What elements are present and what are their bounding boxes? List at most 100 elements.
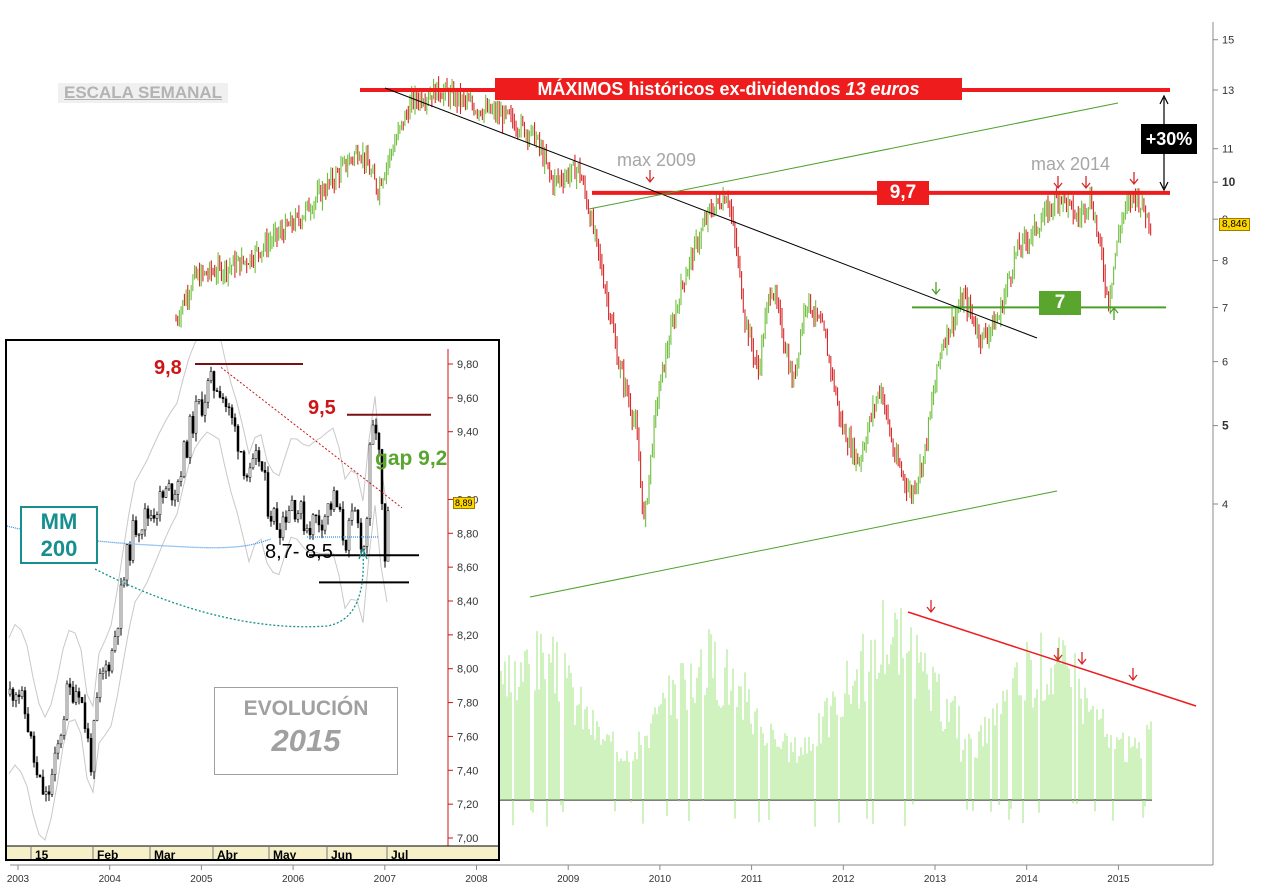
inset-tick-label: 7,00: [457, 833, 478, 845]
inset-candle-body: [179, 476, 183, 482]
inset-candle-body: [203, 401, 207, 416]
inset-tick-label: 7,40: [457, 765, 478, 777]
inset-candle-body: [170, 483, 174, 501]
red-arrow-icon: [926, 600, 936, 614]
price-tick-label: 5: [1222, 419, 1229, 433]
inset-candle-body: [278, 529, 282, 538]
inset-candle-body: [128, 544, 132, 561]
bollinger-band: [8, 341, 388, 841]
inset-candle-body: [35, 762, 39, 776]
scale-label: ESCALA SEMANAL: [58, 83, 229, 103]
evolution-year: 2015: [271, 723, 341, 758]
inset-candle-body: [314, 514, 318, 517]
inset-tick-label: 9,40: [457, 427, 478, 439]
inset-candle-body: [152, 515, 156, 519]
downtrend-line: [384, 87, 1038, 339]
mm200-line2: 200: [40, 536, 78, 561]
inset-candle-body: [329, 503, 333, 510]
evolution-title: EVOLUCIÓN: [243, 697, 369, 720]
inset-candle-body: [305, 528, 309, 532]
red-arrow-icon: [1053, 176, 1063, 190]
inset-candle-body: [137, 534, 141, 536]
inset-candle-body: [62, 718, 66, 736]
inset-candle-body: [113, 636, 117, 651]
inset-candle-body: [92, 720, 96, 773]
inset-time-axis-bg: [7, 846, 498, 859]
inset-candle-body: [194, 400, 198, 434]
year-tick-label: 2006: [282, 874, 305, 885]
inset-candle-body: [383, 503, 387, 562]
max-historic-banner: MÁXIMOS históricos ex-dividendos 13 euro…: [495, 78, 962, 100]
inset-candle-body: [296, 513, 300, 520]
price-tick-label: 6: [1222, 357, 1228, 369]
resistance-label: 9,7: [877, 181, 929, 205]
inset-candle-body: [167, 483, 171, 490]
weekly-price-candles: [175, 76, 1152, 528]
inset-candle-body: [380, 449, 384, 504]
inset-candle-body: [317, 515, 321, 526]
inset-candle-body: [242, 451, 246, 476]
inset-month-label: Jul: [391, 848, 408, 861]
inset-candle-body: [50, 774, 54, 795]
inset-candle-body: [182, 441, 186, 478]
inset-candle-body: [188, 415, 192, 458]
inset-candle-body: [83, 702, 87, 729]
inset-candle-body: [116, 628, 120, 637]
inset-candle-body: [287, 510, 291, 523]
inset-candle-body: [41, 776, 45, 795]
inset-candle-body: [101, 670, 105, 674]
inset-tick-label: 7,20: [457, 799, 478, 811]
inset-candle-body: [293, 499, 297, 520]
inset-candle-body: [8, 688, 12, 695]
inset-candle-body: [233, 417, 237, 427]
inset-month-label: Jun: [331, 848, 352, 861]
inset-candle-body: [284, 516, 288, 523]
inset-candle-body: [365, 518, 369, 547]
inset-candle-body: [23, 690, 27, 715]
inset-month-label: Feb: [97, 848, 118, 861]
inset-candle-body: [374, 424, 378, 434]
inset-month-label: Mar: [154, 848, 176, 861]
inset-candle-body: [251, 458, 255, 469]
inset-candle-body: [149, 515, 153, 519]
price-tick-label: 10: [1222, 175, 1236, 189]
red-arrow-icon: [1129, 172, 1139, 186]
inset-candle-body: [161, 491, 165, 498]
price-tick-label: 8: [1222, 256, 1228, 268]
inset-tick-label: 7,80: [457, 698, 478, 710]
inset-candle-body: [119, 584, 123, 629]
inset-candle-body: [20, 690, 24, 697]
last-price-tag: 8,846: [1219, 218, 1251, 231]
inset-candle-body: [140, 529, 144, 535]
inset-candle-body: [386, 510, 390, 562]
inset-candle-body: [104, 664, 108, 672]
red-arrow-icon: [1053, 648, 1063, 662]
inset-candle-body: [356, 509, 360, 524]
inset-candle-body: [134, 520, 138, 535]
year-tick-label: 2007: [374, 874, 397, 885]
inset-candle-body: [47, 791, 51, 795]
inset-candle-body: [71, 686, 75, 703]
inset-candle-body: [281, 516, 285, 538]
inset-candle-body: [338, 506, 342, 510]
mm200-line1: MM: [40, 509, 78, 534]
price-tick-label: 13: [1222, 85, 1234, 97]
year-tick-label: 2009: [557, 874, 580, 885]
inset-axes: 9,809,609,409,008,808,608,408,208,007,80…: [7, 349, 498, 861]
inset-candle-body: [164, 488, 168, 498]
inset-label-95: 9,5: [308, 397, 336, 419]
inset-month-label: 15: [35, 848, 49, 861]
inset-candle-body: [176, 481, 180, 495]
year-tick-label: 2010: [649, 874, 672, 885]
inset-candle-body: [359, 522, 363, 550]
red-arrow-icon: [1081, 176, 1091, 190]
inset-support-label: 8,7- 8,5: [265, 541, 333, 563]
inset-candle-body: [32, 735, 36, 763]
inset-candle-body: [236, 425, 240, 452]
max-2009-label: max 2009: [617, 150, 697, 170]
inset-candle-body: [248, 467, 252, 478]
inset-candle-body: [260, 461, 264, 471]
inset-tick-label: 8,00: [457, 664, 478, 676]
support-label: 7: [1039, 291, 1081, 315]
inset-candle-body: [263, 470, 267, 473]
